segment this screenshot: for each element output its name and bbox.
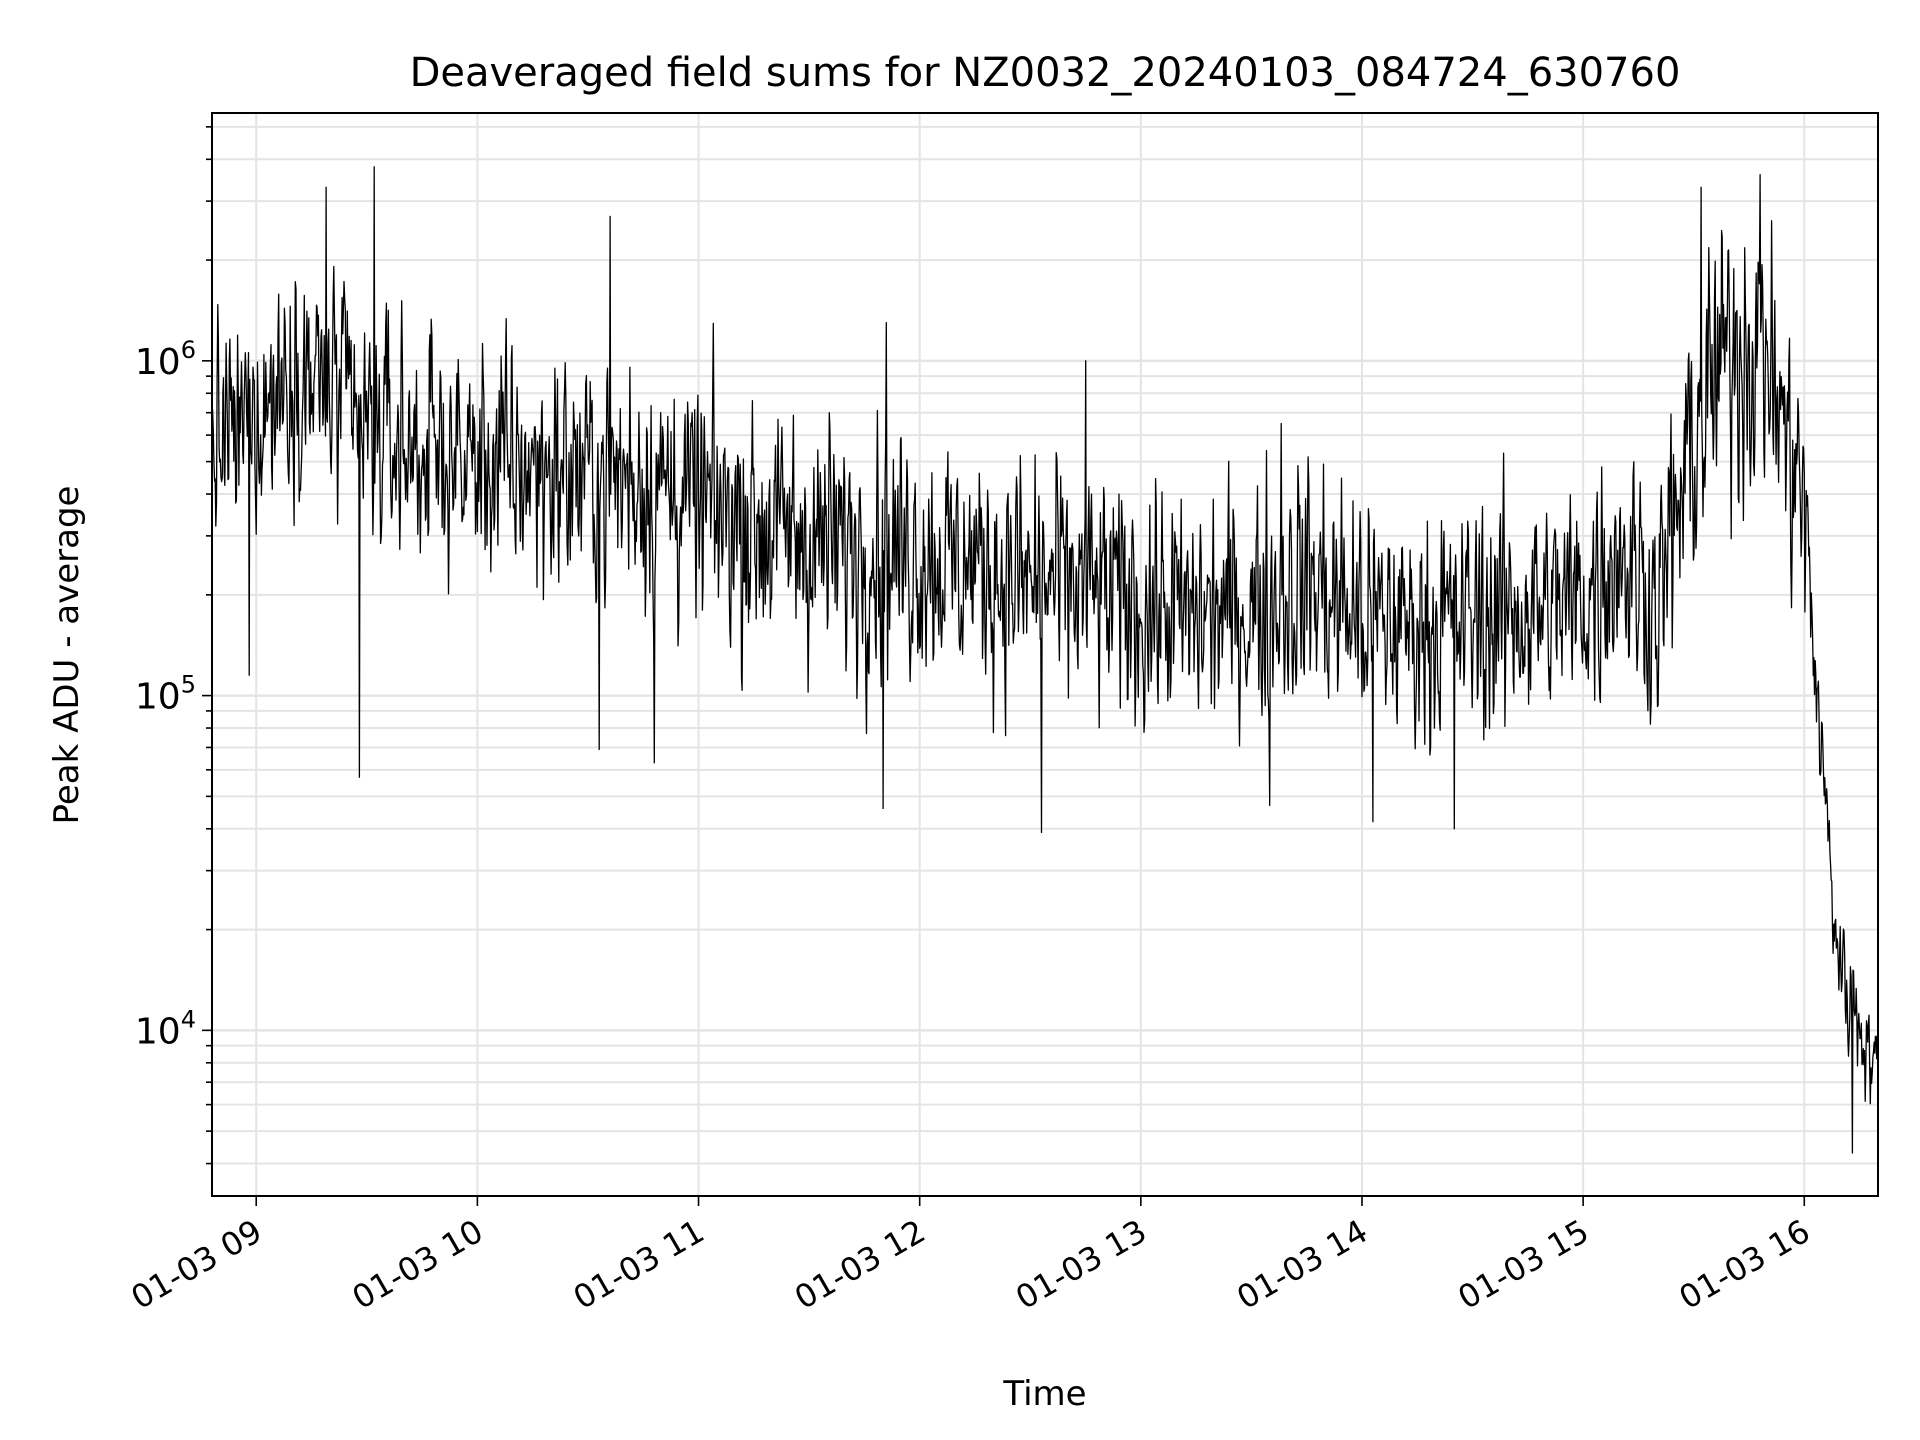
y-tick-label-base: 10 (135, 1011, 181, 1052)
y-tick-label-exponent: 4 (181, 1005, 196, 1033)
y-tick-label: 106 (135, 336, 196, 383)
y-axis-label: Peak ADU - average (47, 486, 87, 825)
y-tick-label-base: 10 (135, 677, 181, 718)
y-tick-label-exponent: 6 (181, 336, 196, 364)
x-axis-label: Time (1002, 1374, 1086, 1414)
y-tick-label: 104 (135, 1005, 196, 1052)
chart-title: Deaveraged field sums for NZ0032_2024010… (410, 50, 1681, 96)
plot-frame (211, 112, 1879, 1197)
plot-area (211, 166, 1879, 1154)
grid (212, 113, 1878, 1196)
y-tick-label-base: 10 (135, 342, 181, 383)
y-tick-label: 105 (135, 671, 196, 718)
series-line (211, 166, 1879, 1154)
y-tick-label-exponent: 5 (181, 671, 196, 699)
